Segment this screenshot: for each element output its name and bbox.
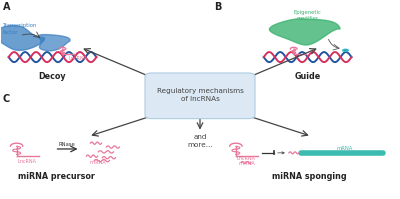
Text: and
more...: and more... <box>187 134 213 148</box>
Text: A: A <box>3 2 10 12</box>
Text: Epigenetic
modifier: Epigenetic modifier <box>294 10 322 21</box>
Polygon shape <box>270 19 340 45</box>
FancyBboxPatch shape <box>145 73 255 119</box>
Text: LncRNA: LncRNA <box>68 56 88 61</box>
Text: Regulatory mechanisms
of lncRNAs: Regulatory mechanisms of lncRNAs <box>156 88 244 102</box>
Text: Transcription
factor: Transcription factor <box>3 23 37 35</box>
Text: D: D <box>214 94 222 104</box>
Text: B: B <box>214 2 221 12</box>
Text: miRNA precursor: miRNA precursor <box>18 172 95 181</box>
Circle shape <box>342 49 349 52</box>
Text: C: C <box>3 94 10 104</box>
Text: miRNA: miRNA <box>90 160 107 165</box>
Polygon shape <box>0 25 44 50</box>
Text: LncRNA: LncRNA <box>17 159 36 164</box>
Circle shape <box>344 50 347 51</box>
Text: LncRNA: LncRNA <box>236 156 255 161</box>
Text: Guide: Guide <box>294 72 321 81</box>
Polygon shape <box>39 35 70 51</box>
Text: miRNA sponging: miRNA sponging <box>272 172 347 181</box>
Text: Decoy: Decoy <box>39 72 66 81</box>
Text: miRNA: miRNA <box>238 161 255 166</box>
Text: RNase: RNase <box>59 142 76 147</box>
Text: mRNA: mRNA <box>336 146 352 151</box>
